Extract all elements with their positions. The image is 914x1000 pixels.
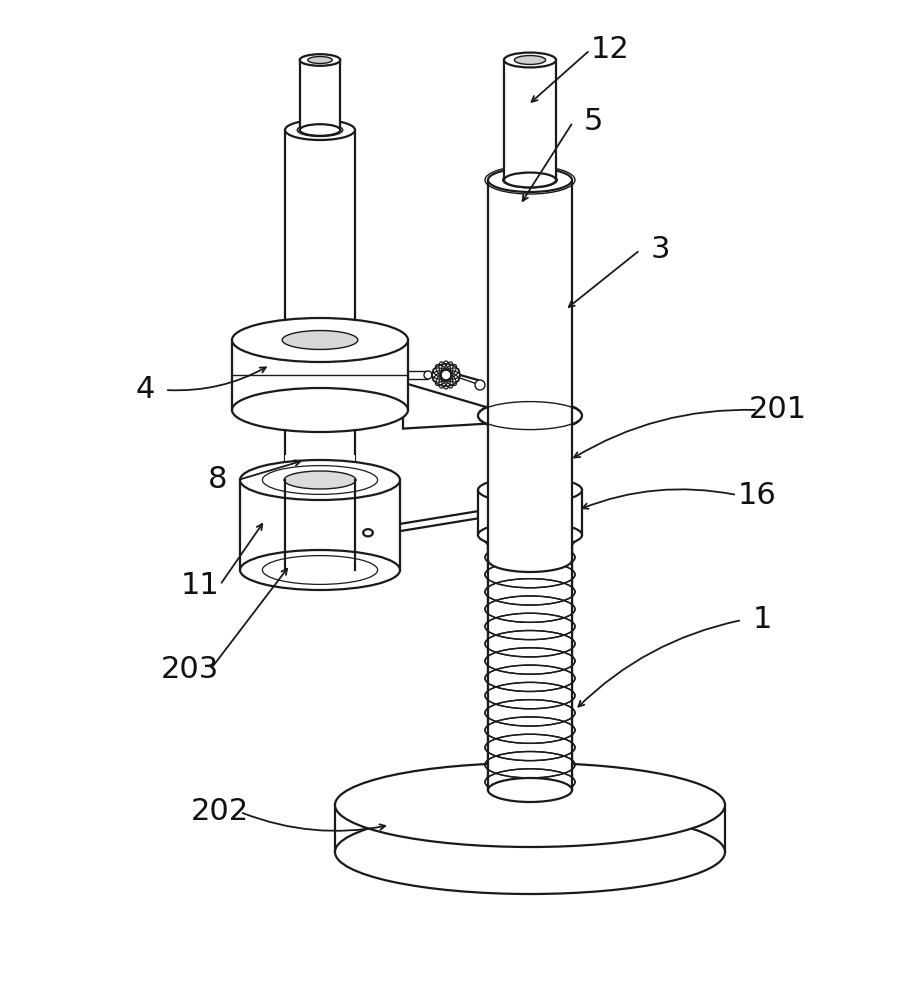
Polygon shape [408, 371, 428, 379]
Polygon shape [488, 180, 572, 560]
Ellipse shape [335, 763, 725, 847]
Ellipse shape [335, 810, 725, 894]
Text: 202: 202 [191, 798, 249, 826]
Ellipse shape [363, 529, 373, 536]
Ellipse shape [503, 172, 558, 188]
Ellipse shape [478, 477, 582, 503]
Ellipse shape [488, 168, 572, 192]
Text: 3: 3 [650, 235, 670, 264]
Polygon shape [488, 535, 572, 790]
Ellipse shape [240, 460, 400, 500]
Ellipse shape [284, 471, 356, 489]
Polygon shape [504, 60, 556, 180]
Text: 4: 4 [135, 375, 154, 404]
Ellipse shape [488, 548, 572, 572]
Ellipse shape [478, 400, 582, 432]
Polygon shape [285, 455, 355, 575]
Polygon shape [478, 490, 582, 535]
Polygon shape [240, 480, 400, 570]
Text: 12: 12 [590, 35, 630, 64]
Ellipse shape [232, 318, 408, 362]
Polygon shape [368, 511, 478, 536]
Ellipse shape [308, 57, 332, 63]
Ellipse shape [285, 120, 355, 140]
Text: 1: 1 [752, 605, 771, 635]
Text: 11: 11 [181, 570, 219, 599]
Ellipse shape [240, 550, 400, 590]
Ellipse shape [485, 769, 575, 795]
Polygon shape [488, 535, 572, 790]
Ellipse shape [300, 124, 340, 136]
Text: 8: 8 [208, 466, 228, 494]
Text: 5: 5 [583, 107, 602, 136]
Ellipse shape [488, 778, 572, 802]
Ellipse shape [297, 123, 343, 136]
Ellipse shape [282, 331, 358, 349]
Text: 201: 201 [749, 395, 807, 424]
Ellipse shape [515, 56, 546, 64]
Text: 16: 16 [738, 481, 776, 510]
Ellipse shape [504, 53, 556, 67]
Ellipse shape [300, 54, 340, 66]
Ellipse shape [232, 388, 408, 432]
Polygon shape [300, 60, 340, 130]
Polygon shape [335, 805, 725, 852]
Ellipse shape [285, 480, 355, 500]
Text: 203: 203 [161, 656, 219, 684]
Polygon shape [232, 340, 408, 410]
Ellipse shape [475, 380, 485, 390]
Ellipse shape [424, 371, 432, 379]
Ellipse shape [504, 173, 556, 187]
Polygon shape [403, 383, 488, 429]
Polygon shape [285, 130, 355, 490]
Ellipse shape [478, 522, 582, 548]
